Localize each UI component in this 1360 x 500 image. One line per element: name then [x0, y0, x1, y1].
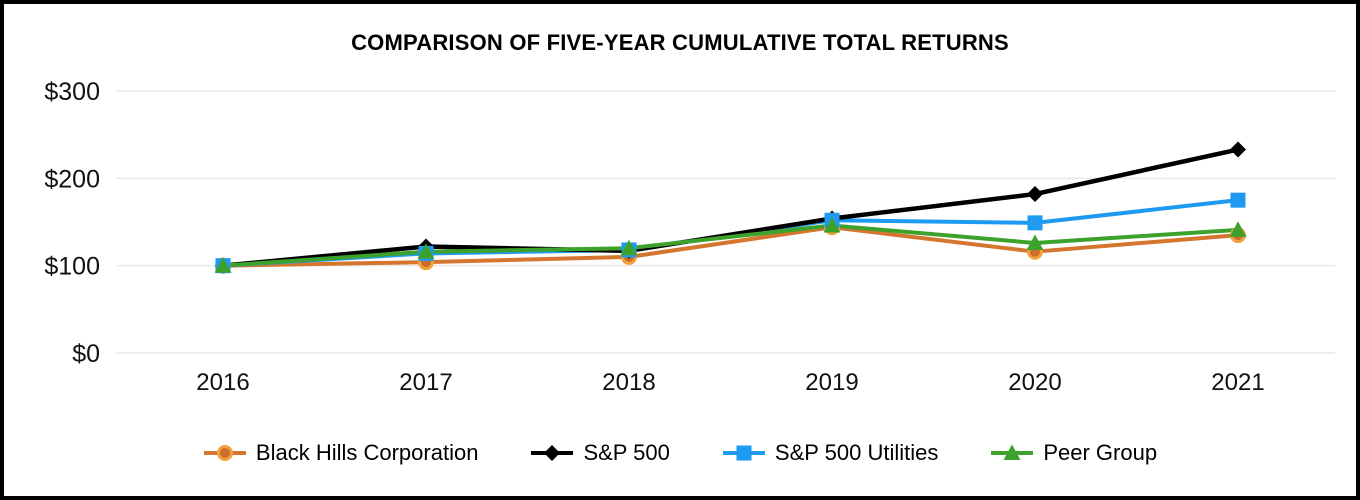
x-axis-tick-label: 2021 [1211, 369, 1264, 396]
series-line-peer-group [221, 223, 1240, 268]
x-axis-tick-label: 2017 [399, 369, 452, 396]
marker-triangle-peer-group [1026, 234, 1044, 250]
legend-triangle-marker-icon [990, 440, 1034, 466]
marker-circle-black-hills-corporation [216, 445, 233, 461]
marker-square-s-p-500-utilities [1230, 192, 1246, 208]
series-line-black-hills-corporation [221, 225, 1240, 268]
legend-circle-marker-icon [203, 440, 247, 466]
legend-diamond-marker-icon [530, 440, 574, 466]
y-axis-tick-label: $100 [44, 253, 100, 281]
y-axis-tick-label: $200 [44, 165, 100, 193]
y-axis-tick-label: $0 [72, 340, 100, 368]
x-axis-tick-label: 2016 [196, 369, 249, 396]
marker-triangle-peer-group [823, 216, 841, 233]
y-axis-tick-label: $300 [44, 78, 100, 106]
marker-diamond-s-p-500 [1027, 186, 1043, 203]
legend-item-peer-group: Peer Group [990, 440, 1157, 466]
legend-square-marker-icon [722, 440, 766, 466]
marker-square-s-p-500-utilities [736, 445, 752, 461]
legend-label-black-hills-corporation: Black Hills Corporation [255, 440, 479, 465]
x-axis-tick-label: 2018 [602, 369, 655, 396]
legend-item-sp-500-utilities: S&P 500 Utilities [722, 440, 938, 466]
legend-label-sp-500: S&P 500 [583, 440, 670, 465]
marker-diamond-s-p-500 [544, 445, 561, 461]
line-chart-plot: $0 $100 $200 $300 2016 2017 2018 2019 2020 2021 [44, 78, 1335, 396]
marker-square-s-p-500-utilities [1027, 215, 1043, 231]
marker-diamond-s-p-500 [1230, 141, 1246, 158]
legend-label-sp-500-utilities: S&P 500 Utilities [774, 440, 939, 465]
series-line-s-p-500 [220, 147, 1241, 268]
x-axis-tick-label: 2020 [1008, 369, 1061, 396]
marker-triangle-peer-group [1003, 444, 1021, 460]
marker-triangle-peer-group [620, 239, 638, 256]
marker-triangle-peer-group [214, 257, 232, 273]
x-axis-tick-label: 2019 [805, 369, 858, 396]
chart-legend: Black Hills Corporation S&P 500 S&P 500 … [4, 428, 1356, 478]
legend-label-peer-group: Peer Group [1043, 440, 1158, 465]
legend-item-black-hills-corporation: Black Hills Corporation [203, 440, 479, 466]
marker-triangle-peer-group [1229, 221, 1247, 237]
legend-item-sp-500: S&P 500 [530, 440, 670, 466]
chart-title: COMPARISON OF FIVE-YEAR CUMULATIVE TOTAL… [351, 30, 1009, 55]
marker-triangle-peer-group [417, 243, 435, 259]
